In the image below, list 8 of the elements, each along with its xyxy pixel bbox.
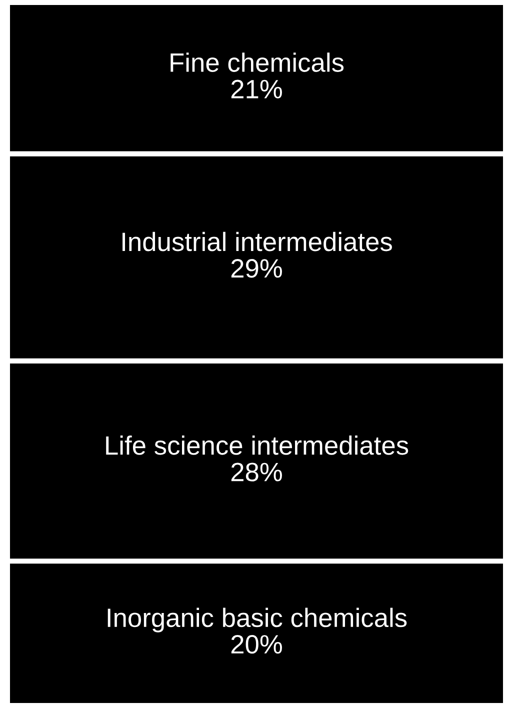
data-label: 28% [231, 462, 282, 482]
category-label: Fine chemicals [170, 52, 344, 72]
category-label: Inorganic basic chemicals [108, 608, 407, 632]
category-label: Industrial intermediates [122, 232, 392, 252]
data-label: 20% [231, 634, 282, 654]
data-label: 29% [231, 259, 282, 278]
data-label: 21% [231, 80, 282, 98]
category-label: Life science intermediates [106, 435, 408, 455]
